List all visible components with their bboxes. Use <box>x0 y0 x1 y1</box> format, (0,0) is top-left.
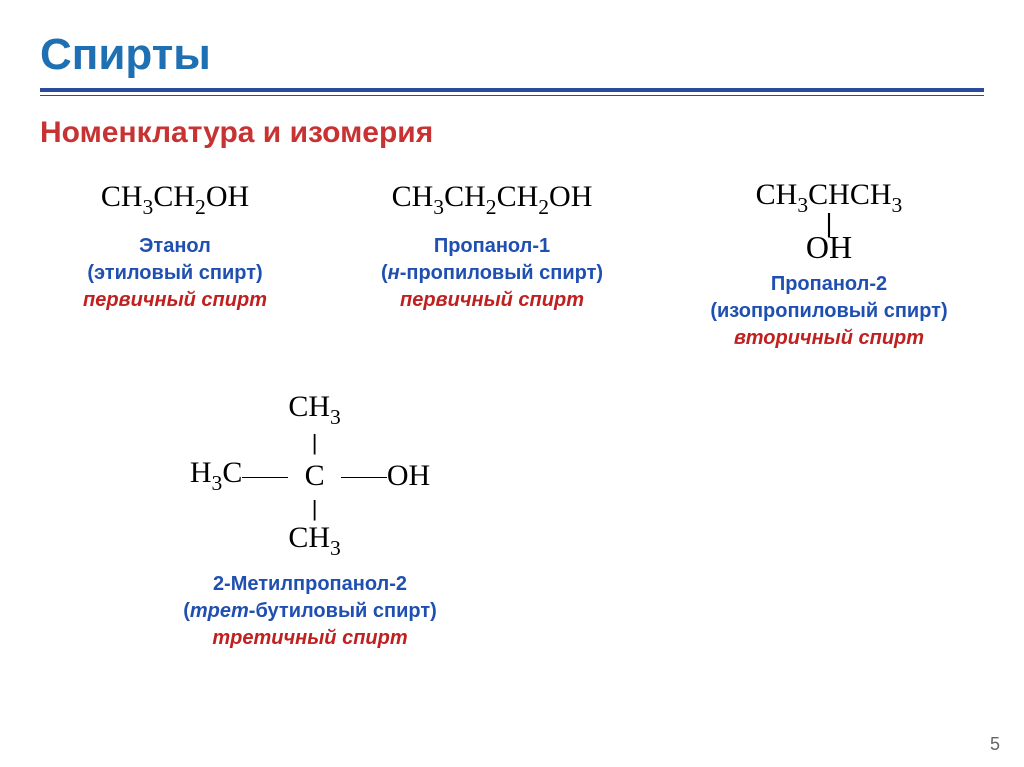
tbutanol-center: C <box>288 458 340 494</box>
tbutanol-right: OH <box>387 458 430 494</box>
propanol2-type: вторичный спирт <box>684 325 974 352</box>
propanol1-formula: CH3CH2CH2OH <box>332 180 652 219</box>
propanol1-name-2: (н-пропиловый спирт) <box>332 260 652 287</box>
tbutanol-formula: CH3 | H3C C OH | CH3 <box>160 392 460 559</box>
compound-ethanol: CH3CH2OH Этанол (этиловый спирт) первичн… <box>50 180 300 352</box>
compounds-row-2: CH3 | H3C C OH | CH3 <box>40 392 984 652</box>
tbutanol-vbond-bottom: | <box>288 493 340 523</box>
tbutanol-vbond-top: | <box>288 428 340 458</box>
ethanol-name: Этанол (этиловый спирт) первичный спирт <box>50 233 300 314</box>
ethanol-formula: CH3CH2OH <box>50 180 300 219</box>
propanol2-name-2: (изопропиловый спирт) <box>684 298 974 325</box>
tbutanol-bottom: CH3 <box>288 523 340 559</box>
compound-propanol-1: CH3CH2CH2OH Пропанол-1 (н-пропиловый спи… <box>332 180 652 352</box>
propanol2-struct-bottom: OH <box>806 229 852 265</box>
ethanol-name-2: (этиловый спирт) <box>50 260 300 287</box>
tbutanol-structure: CH3 | H3C C OH | CH3 <box>190 392 430 559</box>
tbutanol-name: 2-Метилпропанол-2 (трет-бутиловый спирт)… <box>160 571 460 652</box>
propanol1-type: первичный спирт <box>332 287 652 314</box>
tbutanol-top: CH3 <box>288 392 340 428</box>
tbutanol-type: третичный спирт <box>160 625 460 652</box>
ethanol-name-1: Этанол <box>50 233 300 260</box>
page-number: 5 <box>990 734 1000 755</box>
slide-title: Спирты <box>40 30 984 80</box>
propanol2-struct-top: CH3CHCH3 <box>756 178 903 211</box>
ethanol-type: первичный спирт <box>50 287 300 314</box>
propanol2-name-1: Пропанол-2 <box>684 271 974 298</box>
tbutanol-hbond-right <box>341 477 387 478</box>
tbutanol-name-2: (трет-бутиловый спирт) <box>160 598 460 625</box>
compound-propanol-2: CH3CHCH3 | OH Пропанол-2 (изопропиловый … <box>684 180 974 352</box>
tbutanol-name-1: 2-Метилпропанол-2 <box>160 571 460 598</box>
propanol1-name-1: Пропанол-1 <box>332 233 652 260</box>
propanol2-formula: CH3CHCH3 | OH <box>684 180 974 265</box>
slide-subtitle: Номенклатура и изомерия <box>40 116 984 150</box>
tbutanol-left: H3C <box>190 458 242 494</box>
title-divider <box>40 88 984 96</box>
propanol1-name: Пропанол-1 (н-пропиловый спирт) первичны… <box>332 233 652 314</box>
propanol2-name: Пропанол-2 (изопропиловый спирт) вторичн… <box>684 271 974 352</box>
compound-tbutanol: CH3 | H3C C OH | CH3 <box>160 392 460 652</box>
tbutanol-hbond-left <box>242 477 288 478</box>
slide-container: Спирты Номенклатура и изомерия CH3CH2OH … <box>0 0 1024 767</box>
propanol2-structure: CH3CHCH3 | OH <box>756 180 903 264</box>
compounds-row-1: CH3CH2OH Этанол (этиловый спирт) первичн… <box>40 180 984 352</box>
